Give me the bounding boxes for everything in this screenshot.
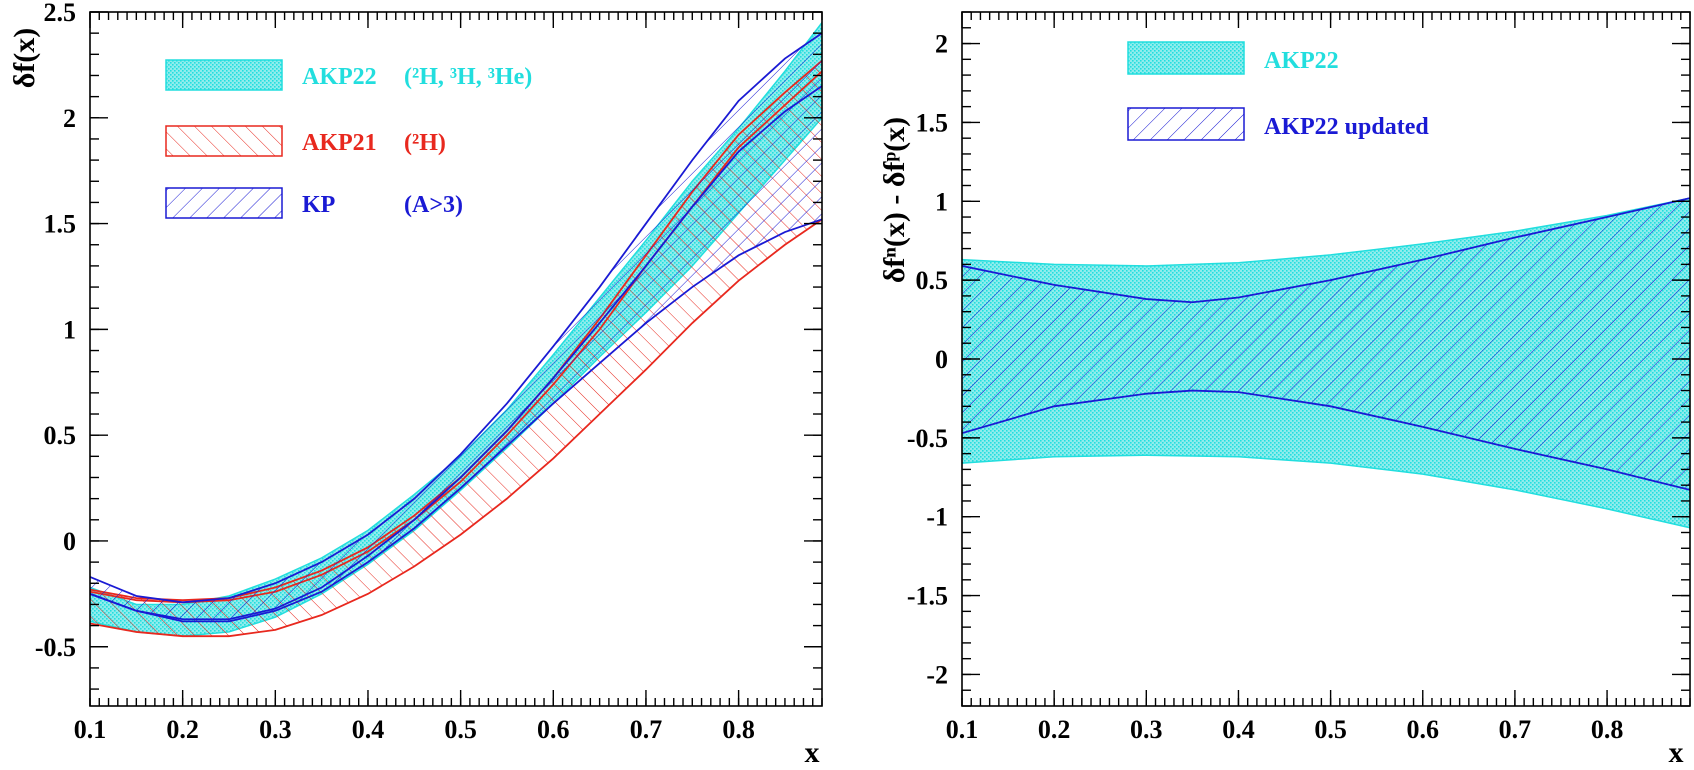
legend-detail-akp21: (²H): [404, 130, 446, 156]
right-y-tick-label: 2: [935, 30, 948, 59]
left-y-tick-label: 1.5: [44, 210, 77, 239]
right-band-upper-edge-akp22: [962, 197, 1690, 267]
left-central-line-kp: [90, 85, 822, 621]
right-y-tick-label: 0.5: [916, 266, 949, 295]
right-x-axis-title: x: [1669, 736, 1684, 769]
legend-label-akp22-right: AKP22: [1264, 48, 1339, 74]
left-x-tick-label: 0.6: [537, 715, 570, 744]
right-x-tick-label: 0.3: [1130, 715, 1163, 744]
right-axes: 0.1 0.2 0.3 0.4 0.5 0.6 0.7 0.8 -2 -1.5 -1 -0.5 0 0.5…: [907, 11, 1691, 744]
left-band-lower-edge-kp: [90, 218, 822, 623]
right-x-tick-label: 0.6: [1407, 715, 1440, 744]
left-x-tick-label: 0.3: [259, 715, 292, 744]
right-y-tick-label: 1.5: [916, 108, 949, 137]
right-x-tick-label: 0.4: [1222, 715, 1255, 744]
right-y-tick-label: -2: [926, 660, 948, 689]
legend-swatch-akp22: [165, 59, 283, 91]
left-y-tick-label: 1: [63, 315, 76, 344]
left-y-tick-label: 0: [63, 527, 76, 556]
left-x-tick-label: 0.5: [444, 715, 477, 744]
right-y-tick-label: -1: [926, 503, 948, 532]
legend-label-akp22-updated: AKP22 updated: [1264, 114, 1429, 140]
left-panel: 0.1 0.2 0.3 0.4 0.5 0.6 0.7 0.8 -0.5 0 0.5 1 1.5 2 2.5…: [8, 0, 823, 769]
left-band-akp22: [90, 22, 822, 637]
right-x-tick-label: 0.8: [1591, 715, 1624, 744]
left-axes: 0.1 0.2 0.3 0.4 0.5 0.6 0.7 0.8 -0.5 0 0.5 1 1.5 2 2.5: [35, 0, 823, 744]
right-y-axis-title: δfⁿ(x) - δfᵖ(x): [878, 117, 911, 283]
legend-entry-akp22-right: AKP22: [1127, 41, 1339, 75]
legend-swatch-kp: [165, 187, 283, 219]
right-y-tick-label: 0: [935, 345, 948, 374]
left-x-tick-label: 0.2: [166, 715, 199, 744]
right-band-lower-edge-akp22: [962, 454, 1690, 529]
right-x-tick-label: 0.2: [1038, 715, 1071, 744]
left-x-tick-label: 0.1: [74, 715, 107, 744]
left-plot-frame: [89, 11, 823, 707]
legend-detail-akp22: (²H, ³H, ³He): [404, 64, 532, 90]
right-x-tick-label: 0.5: [1314, 715, 1347, 744]
legend-detail-kp: (A>3): [404, 192, 463, 218]
left-x-tick-label: 0.4: [352, 715, 385, 744]
legend-swatch-akp22-right: [1127, 41, 1245, 75]
left-band-lower-edge-akp21: [90, 218, 822, 638]
right-band-upper-edge-akp22-updated: [962, 197, 1690, 304]
left-legend: AKP22 (²H, ³H, ³He) AKP21 (²H) KP (A>3): [165, 59, 532, 219]
right-x-tick-label: 0.7: [1499, 715, 1532, 744]
left-plot-area: [90, 22, 822, 638]
right-band-akp22-updated: [962, 198, 1690, 490]
left-y-tick-label: 0.5: [44, 421, 77, 450]
left-band-upper-edge-kp: [90, 32, 822, 604]
legend-entry-akp22: AKP22 (²H, ³H, ³He): [165, 59, 532, 91]
right-band-lower-edge-akp22-updated: [962, 389, 1690, 491]
legend-label-akp22: AKP22: [302, 64, 377, 90]
legend-label-akp21: AKP21: [302, 130, 377, 156]
legend-label-kp: KP: [302, 192, 335, 218]
left-x-axis-title: x: [805, 736, 820, 769]
left-y-tick-label: 2: [63, 104, 76, 133]
left-y-tick-label: 2.5: [44, 0, 77, 27]
right-plot-area: [962, 197, 1690, 529]
right-panel: 0.1 0.2 0.3 0.4 0.5 0.6 0.7 0.8 -2 -1.5 -1 -0.5 0 0.5…: [878, 11, 1691, 769]
right-legend: AKP22 AKP22 updated: [1127, 41, 1429, 141]
right-y-tick-label: 1: [935, 187, 948, 216]
left-y-tick-label: -0.5: [35, 633, 76, 662]
left-x-tick-label: 0.8: [722, 715, 755, 744]
left-x-tick-label: 0.7: [630, 715, 663, 744]
legend-entry-kp: KP (A>3): [165, 187, 463, 219]
legend-swatch-akp22-updated: [1127, 107, 1245, 141]
left-y-axis-title: δf(x): [8, 28, 41, 89]
legend-entry-akp21: AKP21 (²H): [165, 125, 446, 157]
right-y-tick-label: -1.5: [907, 582, 948, 611]
legend-swatch-akp21: [165, 125, 283, 157]
legend-entry-akp22-updated: AKP22 updated: [1127, 107, 1429, 141]
right-y-tick-label: -0.5: [907, 424, 948, 453]
left-band-akp21: [90, 60, 822, 637]
right-x-tick-label: 0.1: [946, 715, 979, 744]
